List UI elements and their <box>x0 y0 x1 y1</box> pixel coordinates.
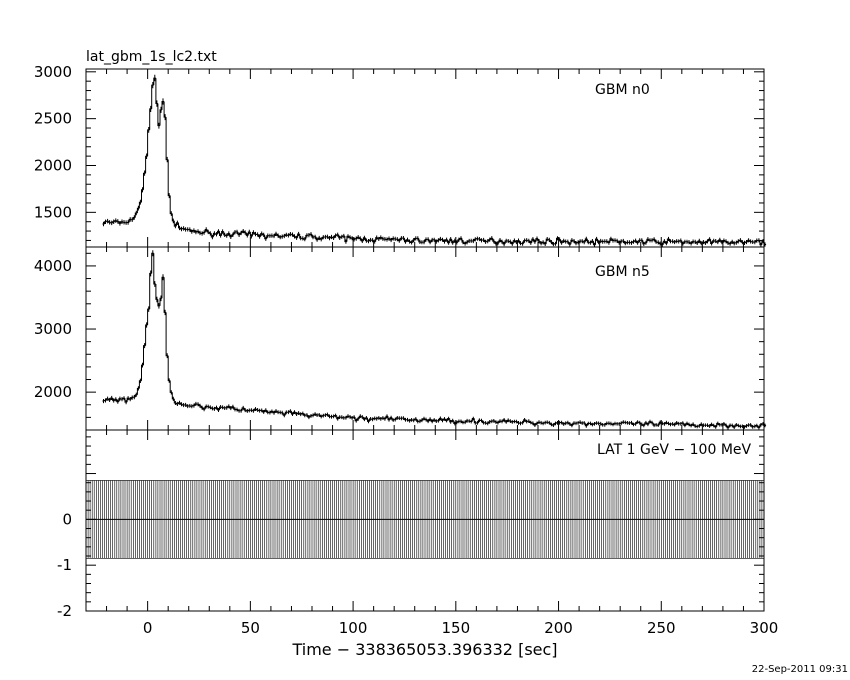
y-tick-label: -1 <box>57 556 72 574</box>
y-tick-label: 2000 <box>34 156 72 174</box>
x-tick-label: 50 <box>241 619 260 637</box>
x-tick-label: 250 <box>647 619 676 637</box>
y-tick-label: 2500 <box>34 110 72 128</box>
gbm-n5-label: GBM n5 <box>595 264 650 280</box>
y-tick-label: 1500 <box>34 203 72 221</box>
x-tick-labels: 0 50 100 150 200 250 300 <box>143 619 778 637</box>
panel-lat-ytick-labels: -2 -1 0 <box>57 510 72 620</box>
y-tick-label: 0 <box>62 510 72 528</box>
x-tick-label: 100 <box>339 619 368 637</box>
panel-gbm-n0: 1500 2000 2500 3000 GBM n0 <box>34 63 767 248</box>
panel-gbm-n5-ticks <box>86 247 765 431</box>
y-tick-label: 4000 <box>34 257 72 275</box>
panel-gbm-n0-ticks <box>86 69 765 247</box>
y-tick-label: 2000 <box>34 383 72 401</box>
panel-lat: LAT 1 GeV − 100 MeV -2 -1 0 <box>57 429 765 620</box>
timestamp: 22-Sep-2011 09:31 <box>752 664 848 675</box>
file-title: lat_gbm_1s_lc2.txt <box>86 49 217 65</box>
panel-lat-ticks <box>86 430 765 612</box>
x-axis-label: Time − 338365053.396332 [sec] <box>291 640 557 659</box>
x-tick-label: 200 <box>544 619 573 637</box>
x-tick-label: 300 <box>750 619 779 637</box>
x-tick-label: 0 <box>143 619 153 637</box>
panel-gbm-n5: 2000 3000 4000 GBM n5 <box>34 246 767 431</box>
panel-gbm-n0-ytick-labels: 1500 2000 2500 3000 <box>34 63 72 222</box>
y-tick-label: -2 <box>57 602 72 620</box>
gbm-n0-series-line <box>102 74 767 247</box>
panel-gbm-n5-ytick-labels: 2000 3000 4000 <box>34 257 72 401</box>
x-tick-label: 150 <box>441 619 470 637</box>
lat-label: LAT 1 GeV − 100 MeV <box>597 442 752 458</box>
gbm-n0-label: GBM n0 <box>595 82 650 98</box>
panel-gbm-n0-frame <box>85 68 765 248</box>
y-tick-label: 3000 <box>34 63 72 81</box>
gbm-n5-series-line <box>102 250 767 430</box>
y-tick-label: 3000 <box>34 320 72 338</box>
panel-gbm-n5-frame <box>85 246 765 431</box>
